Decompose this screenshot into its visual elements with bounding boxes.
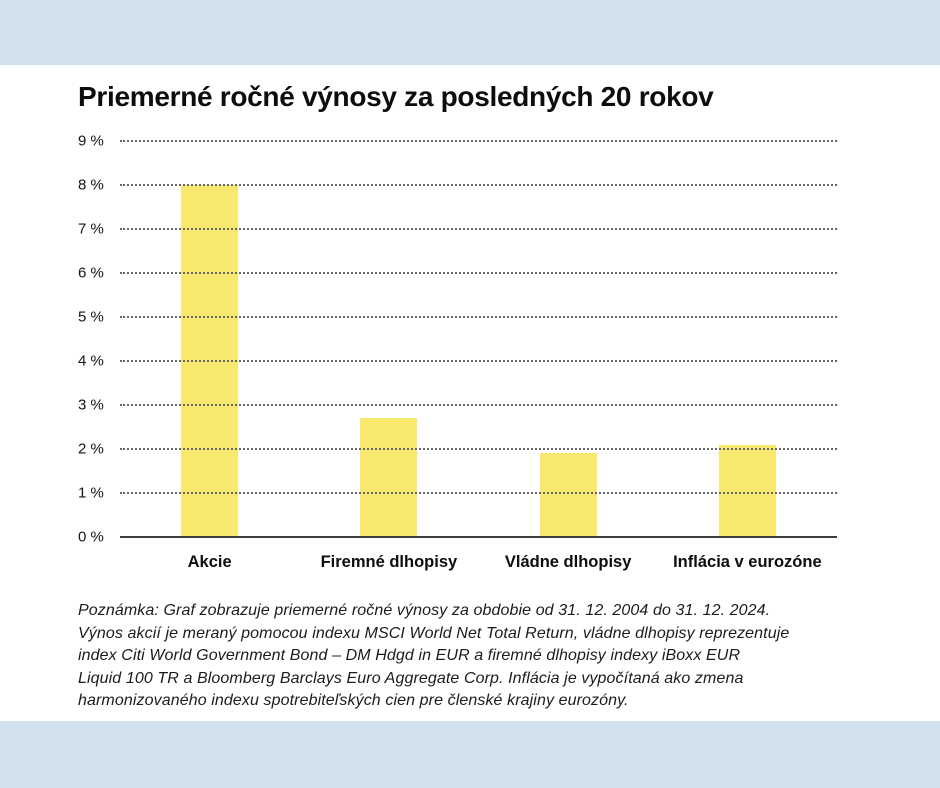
bar-4 [718,444,776,537]
y-tick-label: 0 % [78,528,104,546]
bar-slot [658,444,837,537]
y-tick-label: 9 % [78,132,104,150]
x-category-label: Vládne dlhopisy [504,553,632,571]
y-axis-labels: 9 % 8 % 7 % 6 % 5 % 4 % 3 % 2 % 1 % 0 % [78,133,837,546]
bars-container [120,141,837,537]
bar-3 [539,453,597,537]
x-category-label: Inflácia v eurozóne [673,553,822,571]
chart-footnote: Poznámka: Graf zobrazuje priemerné ročné… [78,600,940,713]
y-tick-label: 5 % [78,308,104,326]
footnote-line: index Citi World Government Bond – DM Hd… [78,647,741,664]
x-category-label: Firemné dlhopisy [320,553,458,571]
bar-1 [181,185,239,537]
y-tick-label: 8 % [78,176,104,194]
x-category-label: Akcie [187,553,232,571]
footnote-line: harmonizovaného indexu spotrebiteľských … [78,692,629,709]
y-tick-label: 6 % [78,264,104,282]
bar-slot [120,185,299,537]
y-tick-label: 2 % [78,440,104,458]
bar-chart: 9 % 8 % 7 % 6 % 5 % 4 % 3 % 2 % 1 % 0 % Akcie Fire… [78,133,840,572]
bar-2 [360,418,418,537]
content-area: Priemerné ročné výnosy za posledných 20 … [0,65,940,721]
y-tick-label: 1 % [78,484,104,502]
top-decorative-band [0,0,940,65]
bar-slot [299,418,478,537]
bar-slot [479,453,658,537]
bottom-decorative-band [0,721,940,788]
y-tick-label: 3 % [78,396,104,414]
footnote-line: Poznámka: Graf zobrazuje priemerné ročné… [78,602,771,619]
y-tick-label: 4 % [78,352,104,370]
x-axis-labels: Akcie Firemné dlhopisy Vládne dlhopisy Infl… [120,553,837,572]
footnote-line: Liquid 100 TR a Bloomberg Barclays Euro … [78,669,744,687]
chart-title: Priemerné ročné výnosy za posledných 20 … [78,81,714,112]
plot-area: 9 % 8 % 7 % 6 % 5 % 4 % 3 % 2 % 1 % 0 % [78,133,837,546]
y-tick-label: 7 % [78,220,104,238]
footnote-line: Výnos akcií je meraný pomocou indexu MSC… [78,624,790,642]
